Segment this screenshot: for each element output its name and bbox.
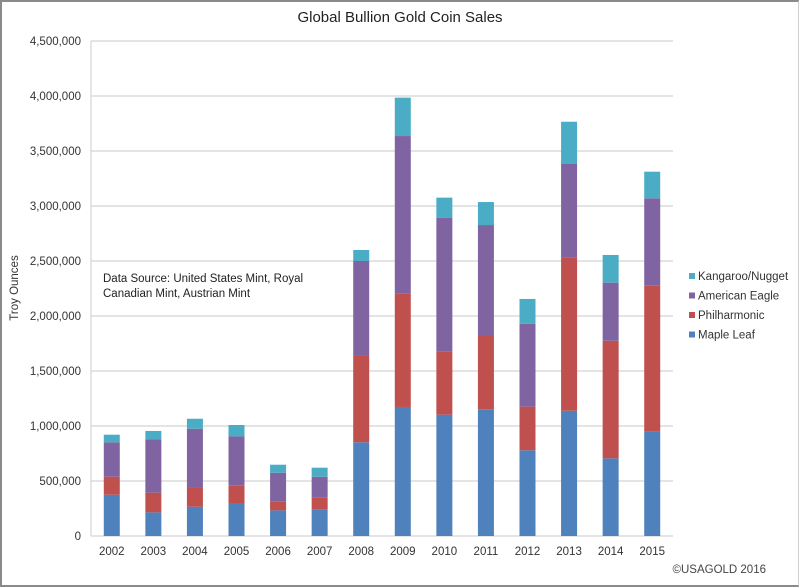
bar-segment <box>103 434 120 443</box>
legend-swatch <box>689 292 695 299</box>
bar-segment <box>436 414 453 536</box>
bar-segment <box>602 458 619 536</box>
y-tick-label: 1,000,000 <box>30 421 81 433</box>
bar-segment <box>186 506 203 536</box>
y-tick-label: 1,500,000 <box>30 366 81 378</box>
x-tick-label: 2003 <box>141 546 167 558</box>
legend-swatch <box>689 331 695 338</box>
bar-segment <box>519 450 536 536</box>
legend-label: Maple Leaf <box>698 330 756 342</box>
y-tick-label: 3,000,000 <box>30 201 81 213</box>
bar-segment <box>561 410 578 536</box>
x-tick-label: 2006 <box>265 546 291 558</box>
x-tick-label: 2007 <box>307 546 333 558</box>
bar-segment <box>477 335 494 410</box>
bar-segment <box>436 351 453 415</box>
bar-segment <box>644 431 661 536</box>
bar-segment <box>186 487 203 507</box>
bar-segment <box>228 503 245 536</box>
x-tick-label: 2015 <box>639 546 665 558</box>
bar-segment <box>519 298 536 324</box>
bar-segment <box>436 197 453 218</box>
bars <box>103 97 661 536</box>
bar-segment <box>561 163 578 258</box>
bar-segment <box>353 261 370 356</box>
x-tick-label: 2009 <box>390 546 416 558</box>
bar-segment <box>394 97 411 137</box>
bar-segment <box>311 497 328 510</box>
bar-segment <box>311 509 328 536</box>
bar-segment <box>644 171 661 199</box>
bar-segment <box>270 464 287 473</box>
bar-segment <box>145 439 162 493</box>
bar-segment <box>270 501 287 511</box>
bar-segment <box>394 136 411 294</box>
bar-segment <box>477 225 494 336</box>
y-axis-ticks: 0 500,000 1,000,000 1,500,000 2,000,000 2,500… <box>30 36 81 543</box>
x-tick-label: 2002 <box>99 546 125 558</box>
x-tick-label: 2013 <box>556 546 582 558</box>
bar-segment <box>228 425 245 437</box>
bar-segment <box>353 442 370 536</box>
chart-title: Global Bullion Gold Coin Sales <box>297 9 502 26</box>
bar-segment <box>228 436 245 486</box>
x-tick-label: 2004 <box>182 546 208 558</box>
y-tick-label: 500,000 <box>39 476 81 488</box>
bar-segment <box>602 282 619 341</box>
x-tick-label: 2011 <box>474 546 499 558</box>
bar-segment <box>145 512 162 536</box>
bar-segment <box>477 202 494 226</box>
data-source-line-1: Data Source: United States Mint, Royal <box>103 273 303 285</box>
bar-segment <box>228 485 245 503</box>
y-tick-label: 3,500,000 <box>30 146 81 158</box>
bar-segment <box>644 198 661 286</box>
bar-segment <box>394 293 411 407</box>
x-tick-label: 2014 <box>598 546 624 558</box>
legend-swatch <box>689 273 695 279</box>
x-tick-label: 2012 <box>515 546 541 558</box>
data-source-line-2: Canadian Mint, Austrian Mint <box>103 288 251 300</box>
bar-segment <box>270 472 287 502</box>
legend-label: Philharmonic <box>698 310 765 322</box>
bar-segment <box>519 323 536 407</box>
y-tick-label: 2,000,000 <box>30 311 81 323</box>
bar-segment <box>644 285 661 432</box>
bar-segment <box>602 340 619 459</box>
legend: Kangaroo/Nugget American Eagle Philharmoni… <box>689 271 789 342</box>
x-tick-label: 2010 <box>432 546 458 558</box>
x-tick-label: 2005 <box>224 546 250 558</box>
y-tick-label: 4,000,000 <box>30 91 81 103</box>
bar-segment <box>602 254 619 283</box>
bar-segment <box>103 442 120 477</box>
bar-segment <box>353 250 370 261</box>
bar-segment <box>186 418 203 429</box>
bar-segment <box>477 409 494 536</box>
bar-segment <box>186 428 203 488</box>
bar-segment <box>311 476 328 498</box>
bar-segment <box>145 492 162 513</box>
bar-segment <box>103 494 120 536</box>
x-tick-label: 2008 <box>348 546 374 558</box>
bar-segment <box>145 430 162 440</box>
bar-segment <box>311 467 328 477</box>
legend-label: American Eagle <box>698 291 779 303</box>
bar-segment <box>561 257 578 411</box>
bar-segment <box>353 355 370 443</box>
bar-segment <box>394 406 411 536</box>
legend-swatch <box>689 312 695 318</box>
bar-segment <box>519 406 536 451</box>
bar-segment <box>436 217 453 352</box>
y-axis-label: Troy Ounces <box>9 255 21 321</box>
legend-label: Kangaroo/Nugget <box>698 271 789 283</box>
bar-segment <box>103 476 120 495</box>
y-tick-label: 2,500,000 <box>30 256 81 268</box>
bar-segment <box>270 510 287 536</box>
y-tick-label: 0 <box>75 531 81 543</box>
y-tick-label: 4,500,000 <box>30 36 81 48</box>
credit-text: ©USAGOLD 2016 <box>673 564 767 576</box>
x-axis-ticks: 2002 2003 2004 2005 2006 2007 2008 2009 2010 2011… <box>99 546 665 558</box>
bar-segment <box>561 121 578 164</box>
